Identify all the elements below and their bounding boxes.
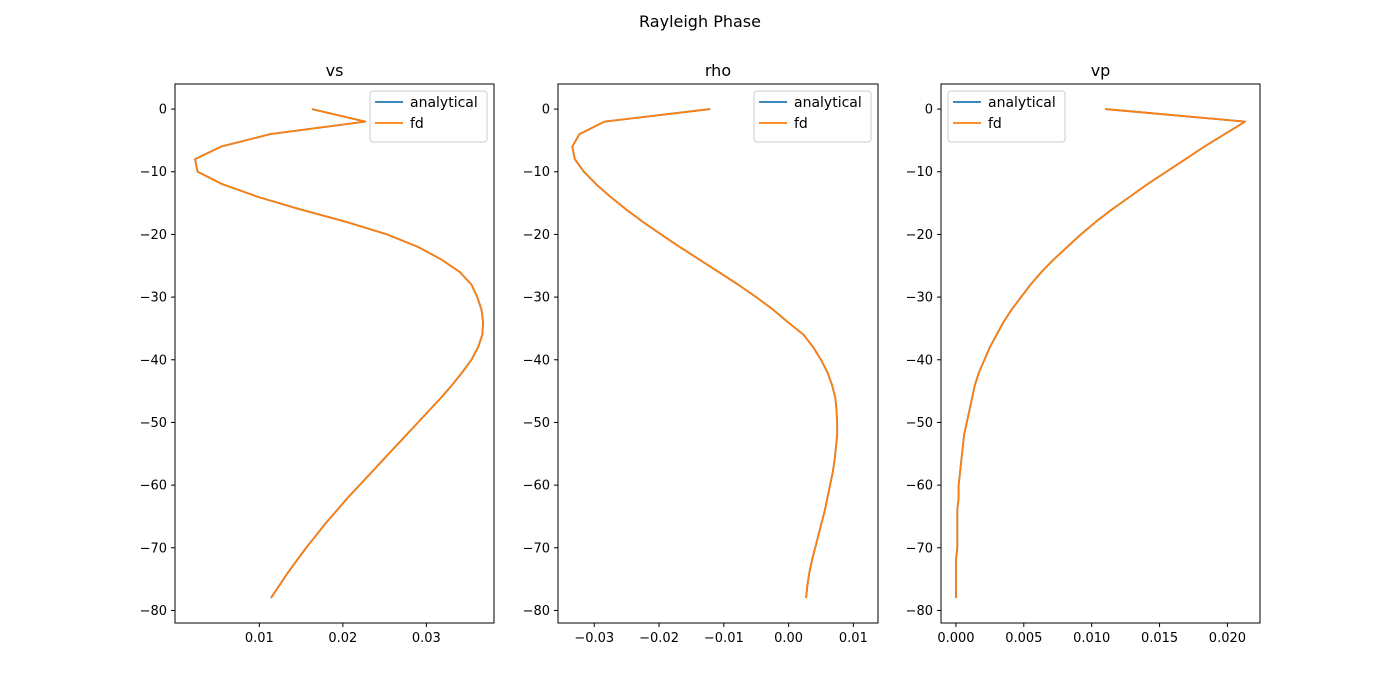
x-tick-label: 0.010 xyxy=(1073,631,1110,646)
y-tick-label: −20 xyxy=(523,228,550,243)
legend-label: fd xyxy=(988,116,1002,132)
series-line-fd xyxy=(194,108,485,599)
x-tick-label: 0.01 xyxy=(839,631,868,646)
legend-label: analytical xyxy=(988,95,1056,111)
y-tick-label: −20 xyxy=(906,228,933,243)
y-tick-label: −70 xyxy=(523,541,550,556)
y-tick-label: −40 xyxy=(140,353,167,368)
y-tick-label: −40 xyxy=(906,353,933,368)
y-tick-label: −10 xyxy=(906,165,933,180)
y-tick-label: −20 xyxy=(140,228,167,243)
y-tick-label: −30 xyxy=(906,291,933,306)
y-tick-label: −10 xyxy=(140,165,167,180)
x-tick-label: 0.015 xyxy=(1141,631,1178,646)
subplot-vs: vs 0 −10 −20 −30 −40 −50 −60 −70 −80 0.01 0.02 0.03 a… xyxy=(140,61,495,646)
x-tick-label: −0.02 xyxy=(639,631,679,646)
axes-frame xyxy=(174,83,495,624)
y-tick-label: −30 xyxy=(523,291,550,306)
axes-frame xyxy=(557,83,879,624)
y-tick-label: −10 xyxy=(523,165,550,180)
y-tick-label: −80 xyxy=(906,604,933,619)
series-line-fd xyxy=(571,108,839,599)
subplot-title: vp xyxy=(1091,61,1111,80)
subplot-title: rho xyxy=(705,61,731,80)
y-tick-label: −60 xyxy=(523,479,550,494)
subplot-title: vs xyxy=(326,61,344,80)
legend-label: analytical xyxy=(794,95,862,111)
x-tick-label: 0.03 xyxy=(412,631,441,646)
legend-box xyxy=(947,90,1066,143)
legend: analytical fd xyxy=(369,90,488,143)
x-tick-label: −0.03 xyxy=(574,631,614,646)
x-tick-label: 0.00 xyxy=(774,631,803,646)
y-tick-label: −70 xyxy=(906,541,933,556)
axes-frame xyxy=(940,83,1261,624)
y-tick-label: 0 xyxy=(925,103,933,118)
subplot-panels: vs 0 −10 −20 −30 −40 −50 −60 −70 −80 0.01 0.02 0.03 a… xyxy=(140,61,1261,646)
y-tick-label: −40 xyxy=(523,353,550,368)
subplot-vp: vp 0 −10 −20 −30 −40 −50 −60 −70 −80 0.000 0.005 0.0… xyxy=(906,61,1261,646)
figure-title: Rayleigh Phase xyxy=(639,12,761,31)
y-tick-label: −50 xyxy=(906,416,933,431)
y-tick-label: −50 xyxy=(140,416,167,431)
y-tick-label: 0 xyxy=(542,103,550,118)
legend-label: analytical xyxy=(410,95,478,111)
y-tick-label: −50 xyxy=(523,416,550,431)
x-tick-label: 0.005 xyxy=(1005,631,1042,646)
x-tick-label: 0.02 xyxy=(328,631,357,646)
legend: analytical fd xyxy=(947,90,1066,143)
y-tick-label: −70 xyxy=(140,541,167,556)
y-tick-label: −80 xyxy=(140,604,167,619)
x-tick-label: −0.01 xyxy=(704,631,744,646)
legend-box xyxy=(369,90,488,143)
y-tick-label: −80 xyxy=(523,604,550,619)
x-tick-label: 0.01 xyxy=(245,631,274,646)
x-tick-label: 0.000 xyxy=(937,631,974,646)
series-line-fd xyxy=(955,108,1246,598)
y-tick-label: −60 xyxy=(906,479,933,494)
y-tick-label: 0 xyxy=(159,103,167,118)
legend-label: fd xyxy=(410,116,424,132)
y-tick-label: −30 xyxy=(140,291,167,306)
x-tick-label: 0.020 xyxy=(1209,631,1246,646)
legend-label: fd xyxy=(794,116,808,132)
legend: analytical fd xyxy=(753,90,872,143)
y-tick-label: −60 xyxy=(140,479,167,494)
legend-box xyxy=(753,90,872,143)
subplot-rho: rho 0 −10 −20 −30 −40 −50 −60 −70 −80 −0.03 −0.02 −0… xyxy=(523,61,879,646)
